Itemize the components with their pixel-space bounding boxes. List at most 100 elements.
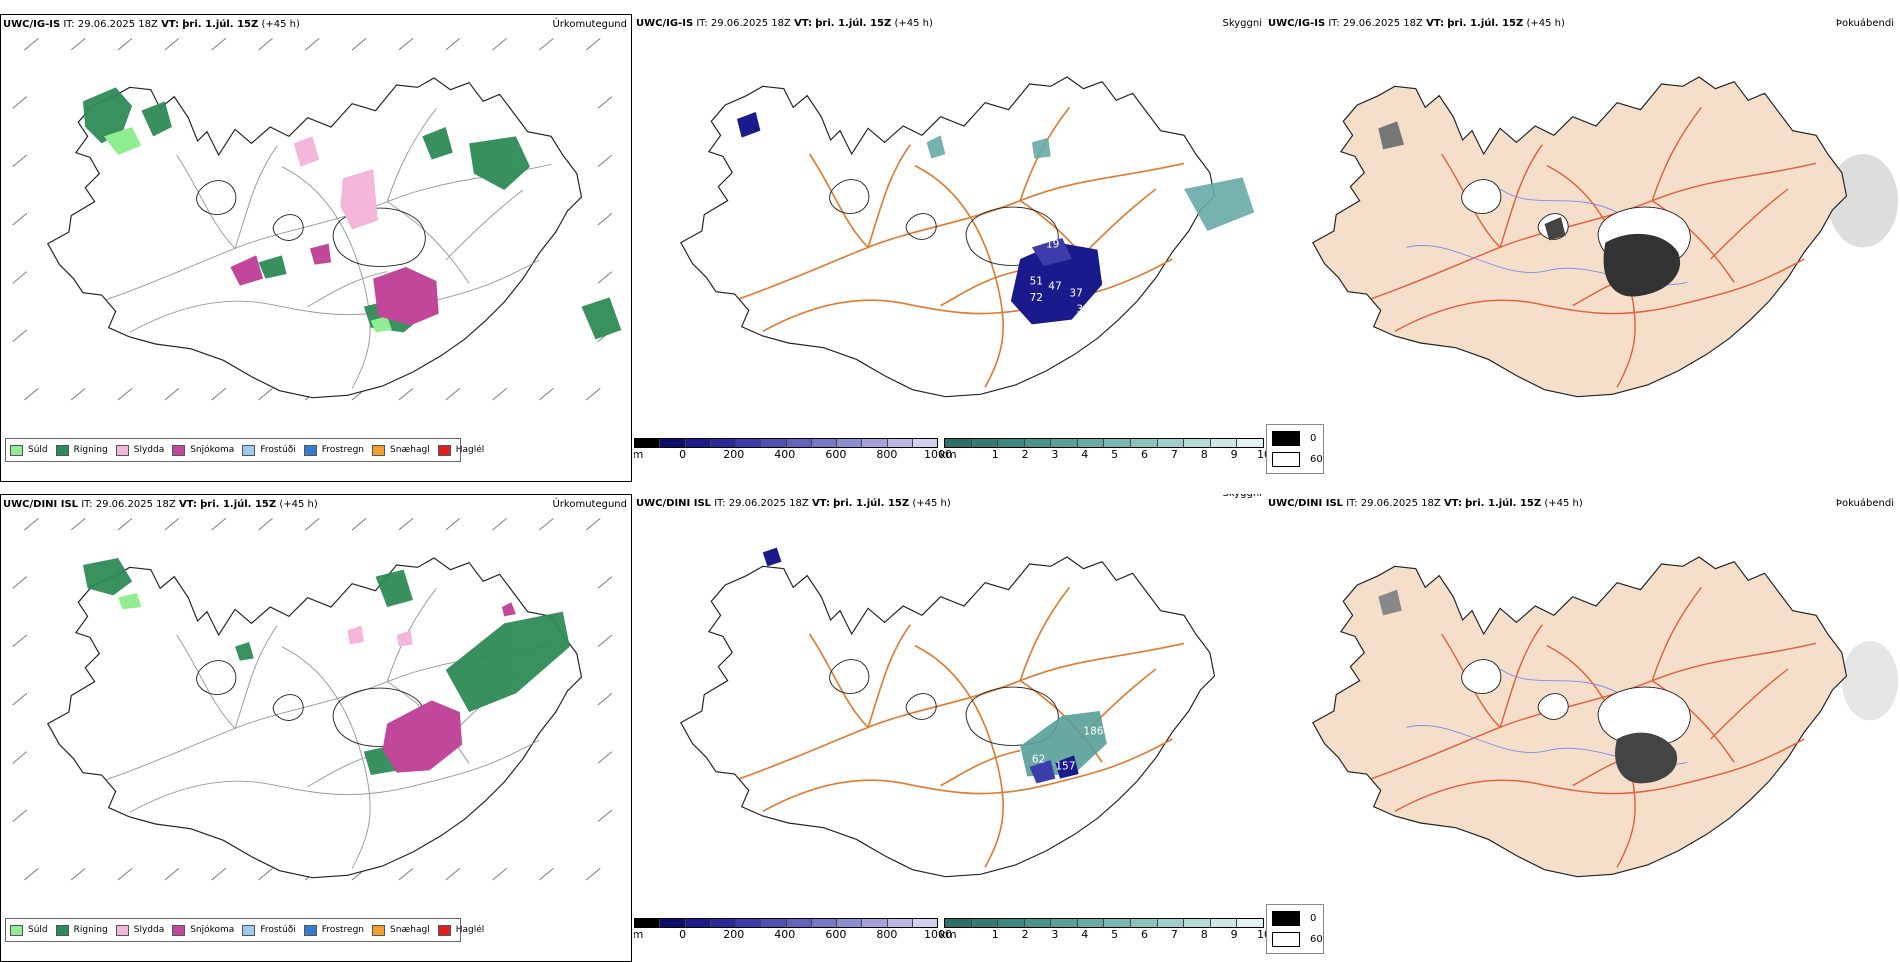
wind-barbs — [12, 517, 613, 881]
legend-label: Frostúði — [260, 925, 296, 935]
colorbar-tick: 200 — [723, 448, 745, 461]
cloud-label: 51 — [1030, 276, 1043, 288]
colorbar-cell — [1024, 439, 1052, 447]
colorbar-cell — [1104, 919, 1132, 927]
legend-swatch — [10, 444, 23, 456]
colorbar-cell — [736, 439, 762, 447]
panel-header: UWC/IG-IS IT: 29.06.2025 18Z VT: þri. 1.… — [636, 18, 933, 29]
cloud-label: 47 — [1048, 280, 1061, 292]
colorbar-tick: 600 — [825, 448, 847, 461]
cloud-label: 186 — [1083, 725, 1103, 737]
colorbar-tick: 3 — [1051, 928, 1059, 941]
colorbar-tick: 4 — [1081, 928, 1089, 941]
panel-header: UWC/DINI ISL IT: 29.06.2025 18Z VT: þri.… — [1268, 498, 1583, 509]
legend-label: Snæhagl — [390, 445, 430, 455]
colorbar-cell — [786, 919, 812, 927]
panel-title: Þokuábendi — [1835, 498, 1894, 509]
colorbar-tick: 1000 — [924, 448, 952, 461]
cloudbase-panel-top: UWC/IG-IS IT: 29.06.2025 18Z VT: þri. 1.… — [634, 14, 1266, 482]
legend-label: Súld — [28, 925, 48, 935]
fog-swatch — [1272, 911, 1300, 926]
colorbar-tick: 400 — [774, 928, 796, 941]
drizzle-areas — [118, 593, 142, 610]
colorbar-tick: 2 — [1021, 448, 1029, 461]
legend-label: Rigning — [73, 445, 108, 455]
colorbar-tick: 800 — [876, 448, 898, 461]
precip-map — [12, 37, 622, 401]
panel-title: Þokuábendi — [1835, 18, 1894, 29]
precip-legend: Súld Rigning Slydda Snjókoma Frostúði Frostre… — [5, 918, 484, 942]
legend-item: Rigning — [55, 444, 108, 456]
legend-item: Haglél — [437, 444, 484, 456]
colorbar-cell — [710, 919, 736, 927]
colorbar-tick: 600 — [825, 928, 847, 941]
legend-swatch — [115, 444, 129, 456]
legend-item: Frostregn — [303, 444, 364, 456]
panel-title: Úrkomutegund — [552, 19, 627, 30]
colorbar-cell — [736, 919, 762, 927]
legend-label: Snjókoma — [190, 445, 235, 455]
colorbar-tick: 1 — [991, 448, 999, 461]
colorbar-tick: 3 — [1051, 448, 1059, 461]
fog-map — [1312, 556, 1898, 878]
fog-swatch — [1272, 452, 1300, 467]
colorbar-cell — [786, 439, 812, 447]
colorbar-cell — [998, 919, 1025, 927]
legend-label: Snæhagl — [390, 925, 430, 935]
colorbar-tick: 2 — [1021, 928, 1029, 941]
colorbar-tick: 0 — [679, 928, 687, 941]
colorbar-cell — [635, 439, 661, 447]
cloudbase-areas — [736, 112, 1103, 325]
colorbar-cell — [761, 919, 787, 927]
legend-swatch — [372, 924, 386, 936]
legend-swatch — [437, 444, 451, 456]
legend-item: Frostúði — [242, 444, 296, 456]
sleet-areas — [347, 625, 413, 647]
visibility-areas — [926, 135, 1255, 231]
precip-panel-bottom: UWC/DINI ISL IT: 29.06.2025 18Z VT: þri.… — [0, 494, 632, 962]
colorbar-cell — [1184, 439, 1211, 447]
legend-label: Frostúði — [260, 445, 296, 455]
colorbar-tick: 5 — [1111, 448, 1119, 461]
colorbar-cell — [811, 919, 837, 927]
precip-map — [12, 517, 613, 881]
fog-label: 60 — [1310, 934, 1323, 945]
colorbar-tick: 10 — [1257, 928, 1266, 941]
colorbar-cell — [1184, 919, 1211, 927]
legend-label: Frostregn — [321, 925, 365, 935]
colorbar-tick: 1000 — [924, 928, 952, 941]
legend-item: Snæhagl — [372, 924, 430, 936]
fog-panel-top: UWC/IG-IS IT: 29.06.2025 18Z VT: þri. 1.… — [1266, 14, 1898, 482]
colorbar-cell — [710, 439, 736, 447]
legend-label: Rigning — [73, 925, 108, 935]
colorbar-cell — [1210, 919, 1238, 927]
fog-legend-item: 60 — [1272, 452, 1323, 467]
colorbar-cell — [1051, 439, 1078, 447]
colorbar-cell — [862, 439, 888, 447]
panel-header: UWC/DINI ISL IT: 29.06.2025 18Z VT: þri.… — [636, 498, 951, 509]
fog-label: 0 — [1310, 433, 1317, 444]
colorbar-cell — [912, 439, 937, 447]
legend-swatch — [172, 444, 186, 456]
colorbar-cell — [862, 919, 888, 927]
panel-title: Skyggni — [1222, 18, 1262, 29]
colorbar-cell — [971, 439, 999, 447]
legend-label: Slydda — [133, 445, 165, 455]
colorbar-cell — [685, 439, 711, 447]
cloudbase-colorbar: m 0 200 400 600 800 1000 — [634, 918, 952, 941]
legend-item: Snæhagl — [372, 444, 430, 456]
colorbar-cell — [1024, 919, 1052, 927]
panel-header: UWC/IG-IS IT: 29.06.2025 18Z VT: þri. 1.… — [1268, 18, 1565, 29]
visibility-colorbar: km 1 2 3 4 5 6 7 8 9 10 — [939, 918, 1266, 941]
colorbar-tick: 9 — [1230, 928, 1238, 941]
colorbar-tick: 7 — [1170, 448, 1178, 461]
colorbar-tick: 5 — [1111, 928, 1119, 941]
legend-item: Súld — [10, 444, 48, 456]
legend-swatch — [242, 924, 256, 936]
snow-areas — [230, 243, 439, 326]
colorbar-cell — [837, 919, 863, 927]
legend-label: Snjókoma — [190, 925, 235, 935]
cloudbase-colorbar: m 0 200 400 600 800 1000 — [634, 438, 952, 461]
legend-item: Frostúði — [242, 924, 296, 936]
legend-swatch — [10, 924, 23, 936]
